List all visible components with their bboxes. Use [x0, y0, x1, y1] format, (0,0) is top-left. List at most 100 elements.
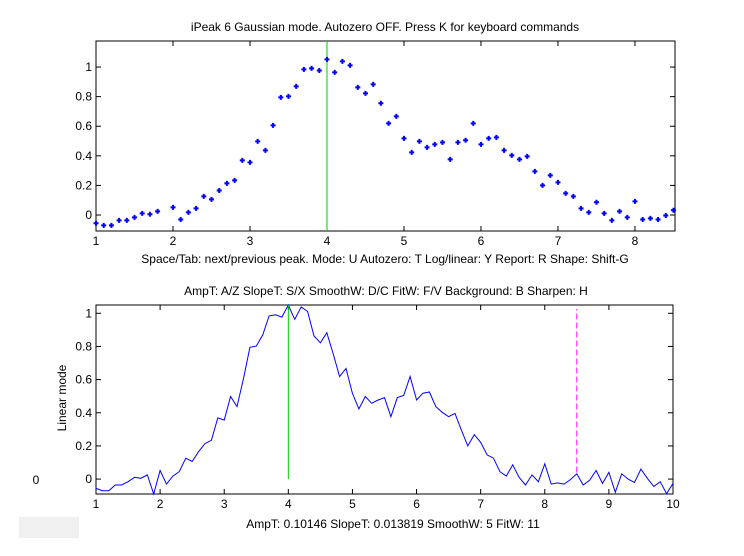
x-tick-label: 4	[324, 234, 331, 248]
data-point	[601, 210, 607, 216]
x-tick-label: 1	[93, 497, 100, 511]
x-tick-label: 3	[221, 497, 228, 511]
data-point	[178, 216, 184, 222]
data-point	[416, 138, 422, 144]
data-point	[262, 147, 268, 153]
data-point	[278, 94, 284, 100]
data-point	[155, 208, 161, 214]
data-point	[316, 67, 322, 73]
x-tick-label: 1	[93, 234, 100, 248]
data-point	[663, 212, 669, 218]
data-point	[185, 209, 191, 215]
y-tick-label: 0.8	[75, 339, 92, 353]
data-point	[447, 156, 453, 162]
data-point	[139, 210, 145, 216]
y-tick-label: 0.2	[75, 439, 92, 453]
data-point	[362, 90, 368, 96]
data-point	[147, 211, 153, 217]
data-point	[540, 182, 546, 188]
data-point	[339, 58, 345, 64]
bottom-plot-xlabel: AmpT: 0.10146 SlopeT: 0.013819 SmoothW: …	[246, 517, 540, 531]
data-point	[486, 135, 492, 141]
data-point	[247, 159, 253, 165]
y-tick-label: 1	[85, 60, 92, 74]
blank-control[interactable]	[19, 517, 79, 538]
data-point	[285, 93, 291, 99]
top-plot[interactable]: iPeak 6 Gaussian mode. Autozero OFF. Pre…	[75, 20, 676, 266]
data-point	[609, 217, 615, 223]
data-point	[547, 172, 553, 178]
data-point	[293, 83, 299, 89]
y-tick-label: 0.2	[75, 178, 92, 192]
data-point	[617, 208, 623, 214]
y-tick-label: 1	[85, 306, 92, 320]
data-point	[270, 122, 276, 128]
y-tick-label: 0.6	[75, 373, 92, 387]
axes-box	[95, 40, 676, 232]
data-point	[216, 187, 222, 193]
x-tick-label: 7	[555, 234, 562, 248]
data-point	[509, 152, 515, 158]
side-value-label: 0	[33, 473, 40, 487]
x-tick-label: 6	[478, 234, 485, 248]
data-point	[586, 209, 592, 215]
data-point	[208, 196, 214, 202]
data-point	[170, 204, 176, 210]
data-point	[93, 220, 99, 226]
data-point	[624, 214, 630, 220]
y-tick-label: 0	[85, 208, 92, 222]
top-plot-xlabel: Space/Tab: next/previous peak. Mode: U A…	[141, 252, 628, 266]
data-point	[386, 120, 392, 126]
data-point	[501, 147, 507, 153]
top-plot-title: iPeak 6 Gaussian mode. Autozero OFF. Pre…	[191, 20, 579, 34]
data-point	[116, 217, 122, 223]
x-tick-label: 8	[632, 234, 639, 248]
x-tick-label: 4	[285, 497, 292, 511]
data-point	[670, 207, 676, 213]
data-point	[655, 216, 661, 222]
data-point	[108, 222, 114, 228]
data-point	[332, 69, 338, 75]
data-point	[131, 214, 137, 220]
data-point	[124, 217, 130, 223]
data-point	[570, 193, 576, 199]
data-point	[563, 190, 569, 196]
y-tick-label: 0.4	[75, 149, 92, 163]
data-point	[101, 222, 107, 228]
data-point	[647, 215, 653, 221]
data-point	[463, 137, 469, 143]
x-tick-label: 2	[170, 234, 177, 248]
data-point	[393, 113, 399, 119]
data-point	[193, 205, 199, 211]
data-point	[555, 179, 561, 185]
data-point	[640, 216, 646, 222]
data-point	[432, 141, 438, 147]
y-tick-label: 0	[85, 472, 92, 486]
data-point	[324, 56, 330, 62]
data-point	[516, 156, 522, 162]
signal-line	[95, 303, 674, 496]
x-tick-label: 5	[349, 497, 356, 511]
y-tick-label: 0.4	[75, 406, 92, 420]
data-point	[593, 199, 599, 205]
data-point	[347, 62, 353, 68]
data-point	[524, 153, 530, 159]
axes-box	[95, 304, 674, 495]
data-point	[255, 138, 261, 144]
data-point	[224, 180, 230, 186]
x-tick-label: 3	[247, 234, 254, 248]
data-point	[201, 193, 207, 199]
x-tick-label: 9	[606, 497, 613, 511]
data-point	[493, 134, 499, 140]
data-point	[632, 198, 638, 204]
data-point	[470, 120, 476, 126]
data-point	[424, 144, 430, 150]
x-tick-label: 8	[541, 497, 548, 511]
data-point	[301, 66, 307, 72]
data-point	[232, 177, 238, 183]
data-point	[478, 141, 484, 147]
bottom-plot[interactable]: AmpT: A/Z SlopeT: S/X SmoothW: D/C FitW:…	[55, 284, 680, 531]
x-tick-label: 10	[666, 497, 680, 511]
data-point	[370, 81, 376, 87]
